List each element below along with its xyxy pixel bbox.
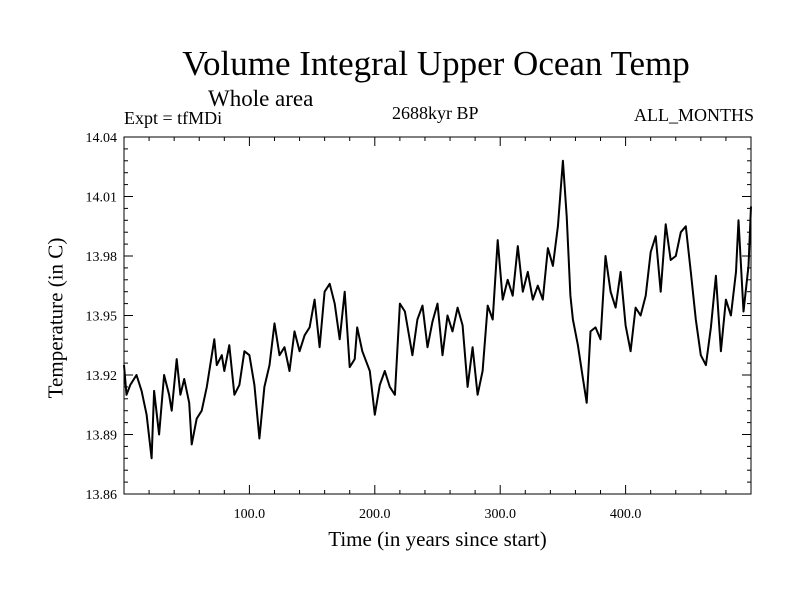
x-axis: 100.0 200.0 300.0 400.0 bbox=[148, 137, 727, 522]
series-line bbox=[123, 159, 752, 460]
y-tick-label: 14.01 bbox=[86, 191, 118, 206]
y-tick-label: 14.04 bbox=[86, 131, 118, 146]
months-label: ALL_MONTHS bbox=[634, 105, 754, 125]
y-axis: 13.86 13.89 13.92 13.95 13.98 14.01 14.04 bbox=[86, 131, 751, 503]
y-tick-label: 13.98 bbox=[86, 250, 118, 265]
x-axis-label: Time (in years since start) bbox=[328, 527, 547, 551]
chart-title: Volume Integral Upper Ocean Temp bbox=[182, 44, 690, 83]
x-tick-label: 200.0 bbox=[359, 507, 391, 522]
y-axis-label: Temperature (in C) bbox=[43, 237, 68, 399]
x-tick-label: 400.0 bbox=[610, 507, 642, 522]
plot-frame bbox=[123, 136, 752, 495]
chart-subtitle: Whole area bbox=[208, 86, 314, 111]
era-label: 2688kyr BP bbox=[392, 103, 479, 123]
y-tick-label: 13.86 bbox=[86, 488, 118, 503]
experiment-label: Expt = tfMDi bbox=[124, 108, 223, 128]
x-tick-label: 100.0 bbox=[234, 507, 266, 522]
y-tick-label: 13.95 bbox=[86, 310, 118, 325]
y-tick-label: 13.89 bbox=[86, 429, 118, 444]
y-tick-label: 13.92 bbox=[86, 369, 118, 384]
x-tick-label: 300.0 bbox=[484, 507, 516, 522]
